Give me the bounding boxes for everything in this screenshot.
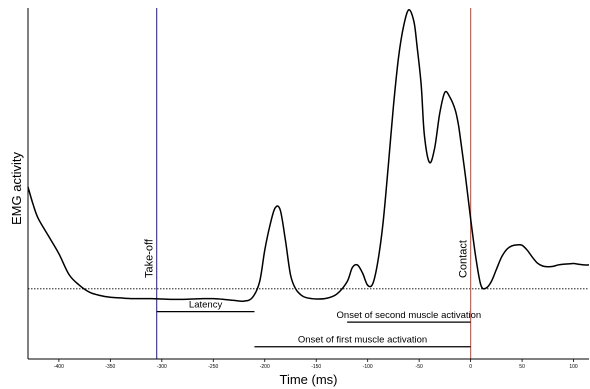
interval-label: Onset of second muscle activation <box>337 310 482 321</box>
x-tick-label: -400 <box>54 364 64 370</box>
event-label: Contact <box>458 240 470 278</box>
x-axis-label: Time (ms) <box>279 372 337 387</box>
x-tick-label: -200 <box>260 364 270 370</box>
emg-curve <box>27 9 590 302</box>
interval-bars: Latency Onset of second muscle activation… <box>156 300 482 348</box>
x-tick-label: -350 <box>105 364 115 370</box>
x-tick-label: -50 <box>416 364 423 370</box>
y-axis-label: EMG activity <box>9 152 24 225</box>
x-tick-label: 100 <box>569 364 578 370</box>
interval-label: Onset of first muscle activation <box>298 335 427 346</box>
x-tick-label: -300 <box>157 364 167 370</box>
x-tick-label: -250 <box>208 364 218 370</box>
x-tick-label: 0 <box>469 364 472 370</box>
event-markers: Take-off Contact <box>144 8 472 359</box>
interval-label: Latency <box>189 300 223 311</box>
x-tick-label: 50 <box>519 364 525 370</box>
x-tick-label: -150 <box>311 364 321 370</box>
x-tick-label: -100 <box>363 364 373 370</box>
x-ticks: -400 -350 -300 -250 -200 -150 -100 -50 0 50 100 <box>54 359 578 370</box>
event-label: Take-off <box>144 238 156 278</box>
